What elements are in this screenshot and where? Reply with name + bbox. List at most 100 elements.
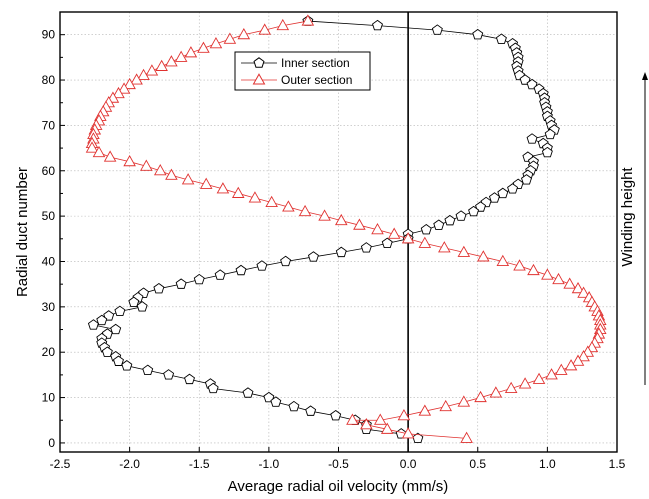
x-tick-label: -1.5: [189, 457, 210, 471]
data-point: [165, 55, 178, 67]
data-point: [438, 241, 451, 253]
legend-marker-inner: [253, 57, 265, 68]
data-point: [507, 183, 519, 194]
data-point: [121, 360, 133, 371]
winding-height-arrow-head: [642, 72, 648, 80]
data-point: [513, 259, 526, 271]
data-point: [372, 19, 383, 31]
data-point: [457, 395, 471, 407]
y-tick-label: 30: [42, 300, 56, 314]
y-tick-label: 10: [42, 391, 56, 405]
data-point: [248, 191, 262, 203]
series-layer: [85, 14, 607, 444]
series-inner: [87, 15, 560, 444]
data-point: [163, 369, 175, 380]
data-point: [495, 33, 507, 44]
data-point: [387, 227, 401, 239]
data-point: [242, 387, 254, 398]
data-point: [564, 359, 578, 371]
data-point: [431, 24, 443, 35]
data-point: [472, 28, 484, 40]
y-tick-label: 20: [42, 345, 56, 359]
data-point: [541, 146, 553, 158]
data-point: [521, 174, 532, 185]
legend-label-outer: Outer section: [281, 73, 352, 87]
data-point: [199, 177, 213, 189]
data-point: [412, 432, 424, 444]
y-tick-label: 90: [42, 28, 56, 42]
data-point: [216, 182, 230, 194]
data-point: [223, 32, 237, 44]
data-point: [137, 68, 150, 81]
data-point: [475, 201, 487, 212]
data-point: [280, 255, 292, 267]
data-point: [335, 246, 347, 258]
data-point: [103, 150, 117, 162]
data-point: [193, 273, 205, 285]
data-point: [298, 204, 312, 217]
x-tick-label: -1.0: [259, 457, 280, 471]
y-tick-label: 80: [42, 73, 56, 87]
data-point: [496, 254, 510, 266]
data-point: [153, 164, 167, 176]
data-point: [209, 37, 223, 49]
x-tick-label: 0.0: [400, 457, 417, 471]
legend-label-inner: Inner section: [281, 56, 350, 70]
data-point: [489, 386, 503, 398]
x-tick-label: -0.5: [328, 457, 349, 471]
data-point: [346, 413, 359, 425]
data-point: [433, 219, 445, 230]
series-outer: [85, 14, 607, 443]
data-point: [474, 390, 487, 403]
data-point: [571, 281, 585, 294]
data-point: [555, 363, 568, 375]
data-point: [301, 14, 315, 26]
data-point: [110, 323, 122, 335]
winding-height-indicator: Winding height: [619, 72, 648, 385]
data-point: [577, 350, 590, 362]
data-point: [577, 286, 590, 298]
data-point: [214, 269, 226, 280]
data-point: [123, 77, 136, 90]
data-point: [256, 260, 268, 271]
data-point: [155, 59, 168, 71]
x-tick-label: 1.5: [609, 457, 626, 471]
data-point: [101, 346, 113, 357]
data-point: [96, 314, 108, 326]
data-point: [153, 282, 165, 294]
data-point: [444, 214, 456, 226]
data-point: [488, 192, 500, 203]
data-point: [571, 354, 585, 366]
data-point: [371, 223, 384, 235]
data-point: [263, 391, 275, 403]
y-tick-label: 0: [48, 436, 55, 450]
data-point: [130, 73, 143, 85]
data-point: [380, 422, 394, 434]
y-ticks: 0 10 20 30 40 50 60 70 80 90: [42, 28, 65, 450]
data-point: [305, 405, 317, 416]
data-point: [117, 82, 131, 94]
data-point: [174, 50, 188, 62]
data-point: [237, 27, 251, 40]
data-point: [123, 154, 136, 167]
data-point: [112, 86, 125, 99]
data-point: [145, 64, 159, 76]
data-point: [103, 310, 115, 321]
data-point: [318, 209, 331, 221]
data-point: [457, 245, 471, 257]
data-point: [87, 319, 99, 330]
data-point: [360, 242, 372, 253]
winding-height-label: Winding height: [619, 167, 636, 267]
data-point: [184, 373, 195, 385]
data-point: [420, 223, 432, 235]
data-point: [142, 364, 154, 376]
data-point: [92, 145, 106, 158]
data-point: [401, 232, 415, 244]
data-point: [184, 46, 198, 58]
legend: Inner section Outer section: [234, 51, 371, 91]
data-point: [504, 381, 518, 394]
data-point: [165, 168, 178, 180]
data-point: [335, 213, 348, 226]
data-point: [381, 237, 393, 248]
